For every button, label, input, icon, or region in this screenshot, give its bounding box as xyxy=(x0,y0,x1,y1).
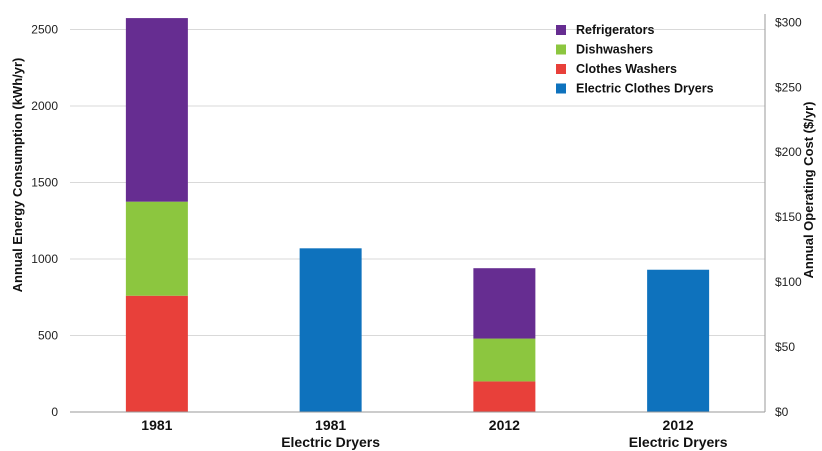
legend-swatch xyxy=(556,25,566,35)
legend-label: Refrigerators xyxy=(576,23,655,37)
bar-refrigerators xyxy=(125,18,188,202)
x-category-label: 1981 xyxy=(141,417,172,433)
y-axis-ticks: 0 500 1000 1500 2000 2500 xyxy=(31,23,58,419)
bar-dishwashers xyxy=(125,201,188,296)
x-category-sublabel: Electric Dryers xyxy=(629,434,728,450)
legend-swatch xyxy=(556,83,566,94)
y-tick-label: 500 xyxy=(38,329,58,343)
y-tick-label: 2500 xyxy=(31,23,58,37)
axes xyxy=(70,14,766,413)
x-category-label: 1981 xyxy=(315,417,346,433)
y-axis-title: Annual Energy Consumption (kWh/yr) xyxy=(10,58,25,293)
bar-refrigerators xyxy=(473,268,536,339)
y-tick-label: 0 xyxy=(51,405,58,419)
x-category-label: 2012 xyxy=(489,417,520,433)
y2-tick-label: $150 xyxy=(775,210,802,224)
y-tick-label: 1000 xyxy=(31,252,58,266)
legend: Refrigerators Dishwashers Clothes Washers E… xyxy=(556,23,714,96)
bar-clothes-washers xyxy=(125,295,188,412)
y-tick-label: 1500 xyxy=(31,176,58,190)
legend-label: Dishwashers xyxy=(576,43,653,57)
legend-label: Clothes Washers xyxy=(576,62,677,76)
bar-clothes-washers xyxy=(473,381,536,412)
y2-tick-label: $100 xyxy=(775,275,802,289)
y2-tick-label: $200 xyxy=(775,145,802,159)
bar-dishwashers xyxy=(473,338,536,382)
x-category-label: 2012 xyxy=(663,417,694,433)
y2-axis-title: Annual Operating Cost ($/yr) xyxy=(801,102,816,279)
bar-electric-clothes-dryers xyxy=(647,269,710,412)
y2-tick-label: $300 xyxy=(775,15,802,29)
y2-axis-ticks: $0 $50 $100 $150 $200 $250 $300 xyxy=(775,15,802,419)
y-tick-label: 2000 xyxy=(31,99,58,113)
legend-label: Electric Clothes Dryers xyxy=(576,82,714,96)
y2-tick-label: $0 xyxy=(775,405,789,419)
legend-swatch xyxy=(556,64,566,74)
legend-swatch xyxy=(556,44,566,55)
bar-electric-clothes-dryers xyxy=(299,248,362,412)
x-category-sublabel: Electric Dryers xyxy=(281,434,380,450)
y2-tick-label: $250 xyxy=(775,80,802,94)
y2-tick-label: $50 xyxy=(775,340,795,354)
bars xyxy=(125,18,710,412)
